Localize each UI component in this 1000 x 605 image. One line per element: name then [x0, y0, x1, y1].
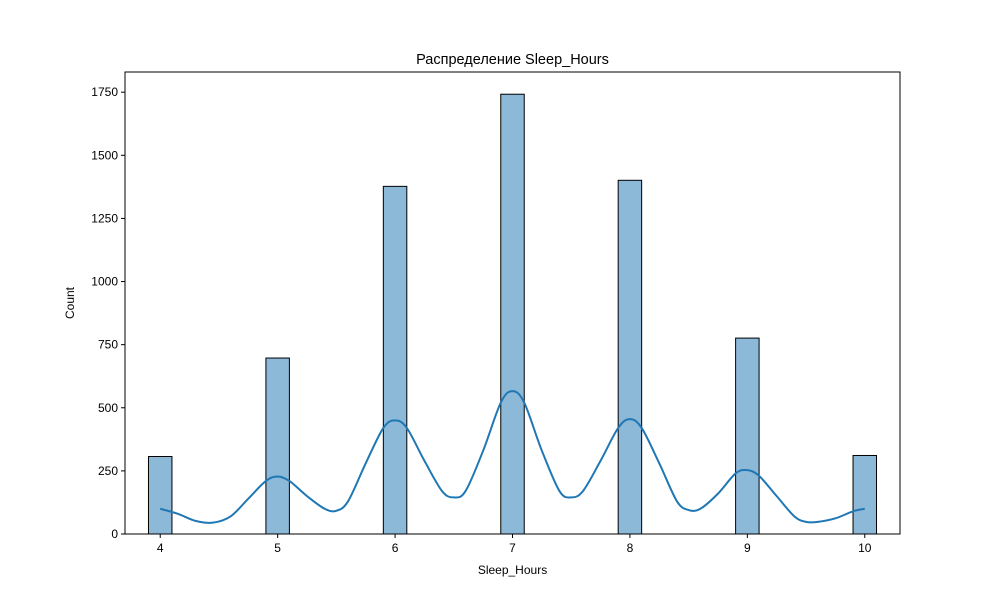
histogram-bar	[265, 357, 290, 535]
histogram-bar	[852, 454, 878, 535]
x-tick-label: 8	[627, 541, 634, 555]
kde-density-line	[159, 390, 865, 524]
histogram-bar	[735, 337, 760, 535]
y-tick-label: 1250	[91, 211, 118, 225]
y-tick-label: 1750	[91, 85, 118, 99]
x-tick-label: 5	[274, 541, 281, 555]
x-tick-label: 10	[858, 541, 872, 555]
histogram-bar	[147, 456, 173, 535]
y-tick-label: 0	[111, 527, 118, 541]
histogram-bar	[500, 93, 525, 535]
y-tick-label: 250	[98, 464, 118, 478]
x-tick-label: 9	[744, 541, 751, 555]
y-tick-label: 500	[98, 401, 118, 415]
x-tick-label: 6	[392, 541, 399, 555]
x-axis: 4 5 6 7 8 9 10	[157, 534, 872, 555]
y-axis: 0 250 500 750 1000 1250 1500 1750	[91, 85, 125, 541]
y-tick-label: 750	[98, 338, 118, 352]
histogram-bar	[382, 185, 408, 535]
x-axis-label: Sleep_Hours	[478, 563, 547, 577]
y-tick-label: 1000	[91, 275, 118, 289]
kde-layer	[159, 390, 865, 524]
y-axis-label: Count	[63, 286, 77, 319]
x-tick-label: 4	[157, 541, 164, 555]
histogram-bar	[617, 179, 643, 535]
bars-layer	[147, 93, 878, 535]
chart-title: Распределение Sleep_Hours	[416, 52, 609, 68]
x-tick-label: 7	[509, 541, 516, 555]
y-tick-label: 1500	[91, 148, 118, 162]
